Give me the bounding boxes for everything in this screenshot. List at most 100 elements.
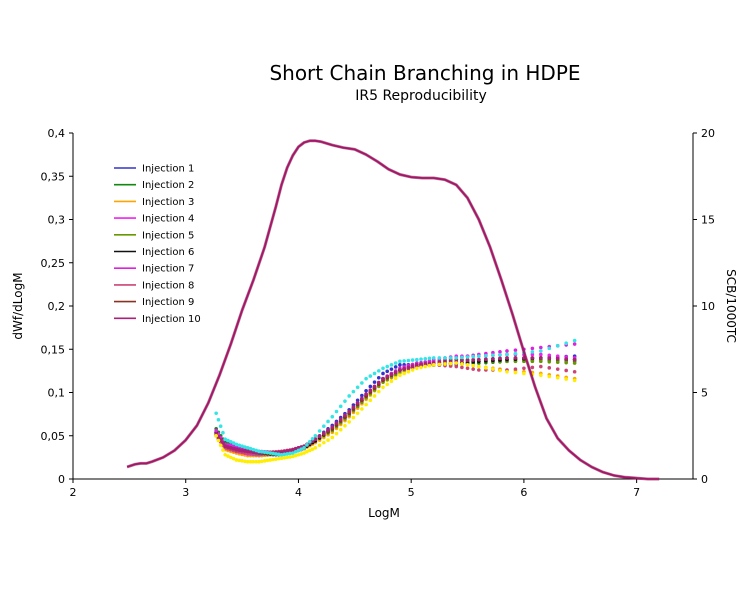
scatter-point — [307, 440, 312, 444]
scatter-point — [351, 389, 356, 394]
legend-label: Injection 6 — [142, 247, 194, 258]
scatter-point — [477, 354, 481, 358]
y-tick-label: 0 — [58, 473, 65, 486]
scatter-point — [234, 458, 239, 462]
scatter-point — [555, 356, 560, 361]
scatter-point — [317, 443, 322, 448]
scatter-point — [276, 456, 281, 461]
scatter-point — [285, 449, 289, 453]
scatter-point — [254, 448, 258, 453]
scatter-point — [305, 449, 309, 454]
scatter-point — [443, 356, 447, 360]
scatter-point — [505, 349, 509, 353]
scatter-point — [338, 427, 343, 432]
y2-axis-label: SCB/1000TC — [724, 269, 738, 343]
scatter-point — [296, 452, 301, 457]
scatter-point — [530, 350, 535, 354]
scatter-point — [564, 368, 568, 373]
distribution-curve-shadow — [126, 139, 660, 481]
scatter-point — [547, 374, 552, 379]
scatter-point — [293, 453, 298, 458]
scatter-point — [381, 371, 385, 376]
scatter-point — [465, 363, 470, 367]
scatter-point — [334, 431, 339, 436]
scatter-point — [218, 424, 223, 429]
scatter-point — [364, 376, 368, 381]
scatter-point — [372, 394, 377, 398]
scatter-point — [572, 369, 577, 374]
scatter-point — [243, 459, 247, 464]
scatter-point — [389, 372, 394, 377]
scatter-point — [572, 338, 577, 343]
scatter-point — [347, 409, 351, 414]
scatter-point — [229, 440, 233, 444]
scatter-point — [355, 401, 360, 405]
scatter-point — [260, 459, 264, 464]
scatter-point — [547, 356, 552, 361]
legend-label: Injection 8 — [142, 280, 194, 291]
scatter-point — [454, 361, 459, 365]
chart-title: Short Chain Branching in HDPE — [269, 61, 580, 85]
scatter-point — [448, 356, 453, 360]
y-tick-label: 0,05 — [41, 430, 66, 443]
y2-tick-label: 20 — [701, 127, 715, 140]
scatter-point — [326, 419, 330, 424]
scatter-point — [223, 437, 227, 442]
scatter-point — [248, 449, 253, 454]
scatter-point — [539, 356, 543, 360]
scatter-point — [307, 448, 312, 453]
scatter-point — [293, 446, 298, 451]
scatter-point — [372, 380, 377, 384]
scatter-point — [389, 367, 394, 371]
scatter-point — [491, 367, 495, 371]
scatter-point — [572, 342, 577, 346]
scatter-point — [406, 369, 411, 374]
scatter-point — [491, 356, 495, 361]
scatter-point — [513, 370, 518, 375]
scatter-point — [313, 437, 318, 442]
scatter-point — [310, 436, 315, 441]
scatter-point — [389, 379, 394, 384]
scatter-point — [437, 362, 442, 367]
scatter-point — [310, 447, 315, 451]
scatter-point — [279, 456, 284, 461]
scatter-point — [505, 356, 509, 360]
scatter-point — [415, 357, 419, 362]
scatter-point — [251, 459, 256, 464]
scatter-point — [522, 371, 526, 376]
scatter-point — [240, 444, 244, 448]
scatter-point — [564, 377, 568, 381]
scatter-point — [317, 429, 322, 433]
scatter-point — [285, 452, 289, 456]
legend-label: Injection 9 — [142, 297, 194, 308]
scatter-point — [257, 459, 261, 464]
scatter-point — [513, 348, 518, 352]
scatter-point — [522, 366, 526, 371]
scatter-point — [398, 368, 402, 372]
scatter-point — [274, 452, 278, 456]
scatter-point — [237, 458, 242, 463]
scatter-point — [555, 360, 560, 365]
legend-label: Injection 4 — [142, 214, 194, 225]
scatter-point — [254, 459, 258, 464]
scatter-point — [276, 452, 281, 457]
scatter-point — [330, 435, 335, 440]
scatter-point — [326, 438, 330, 442]
scatter-point — [313, 433, 318, 438]
scatter-point — [364, 402, 368, 407]
scatter-point — [302, 451, 306, 455]
scatter-point — [410, 358, 415, 362]
scatter-point — [243, 449, 247, 453]
scatter-point — [360, 393, 364, 398]
scatter-point — [237, 443, 242, 448]
y2-tick-label: 10 — [701, 300, 715, 313]
legend-label: Injection 10 — [142, 314, 201, 325]
scatter-point — [402, 359, 406, 363]
scatter-point — [406, 358, 411, 363]
scatter-point — [248, 446, 253, 451]
scatter-point — [547, 359, 552, 364]
scatter-point — [282, 452, 287, 457]
scatter-point — [237, 448, 242, 452]
scatter-series-extra — [214, 338, 577, 457]
scatter-point — [262, 459, 267, 463]
